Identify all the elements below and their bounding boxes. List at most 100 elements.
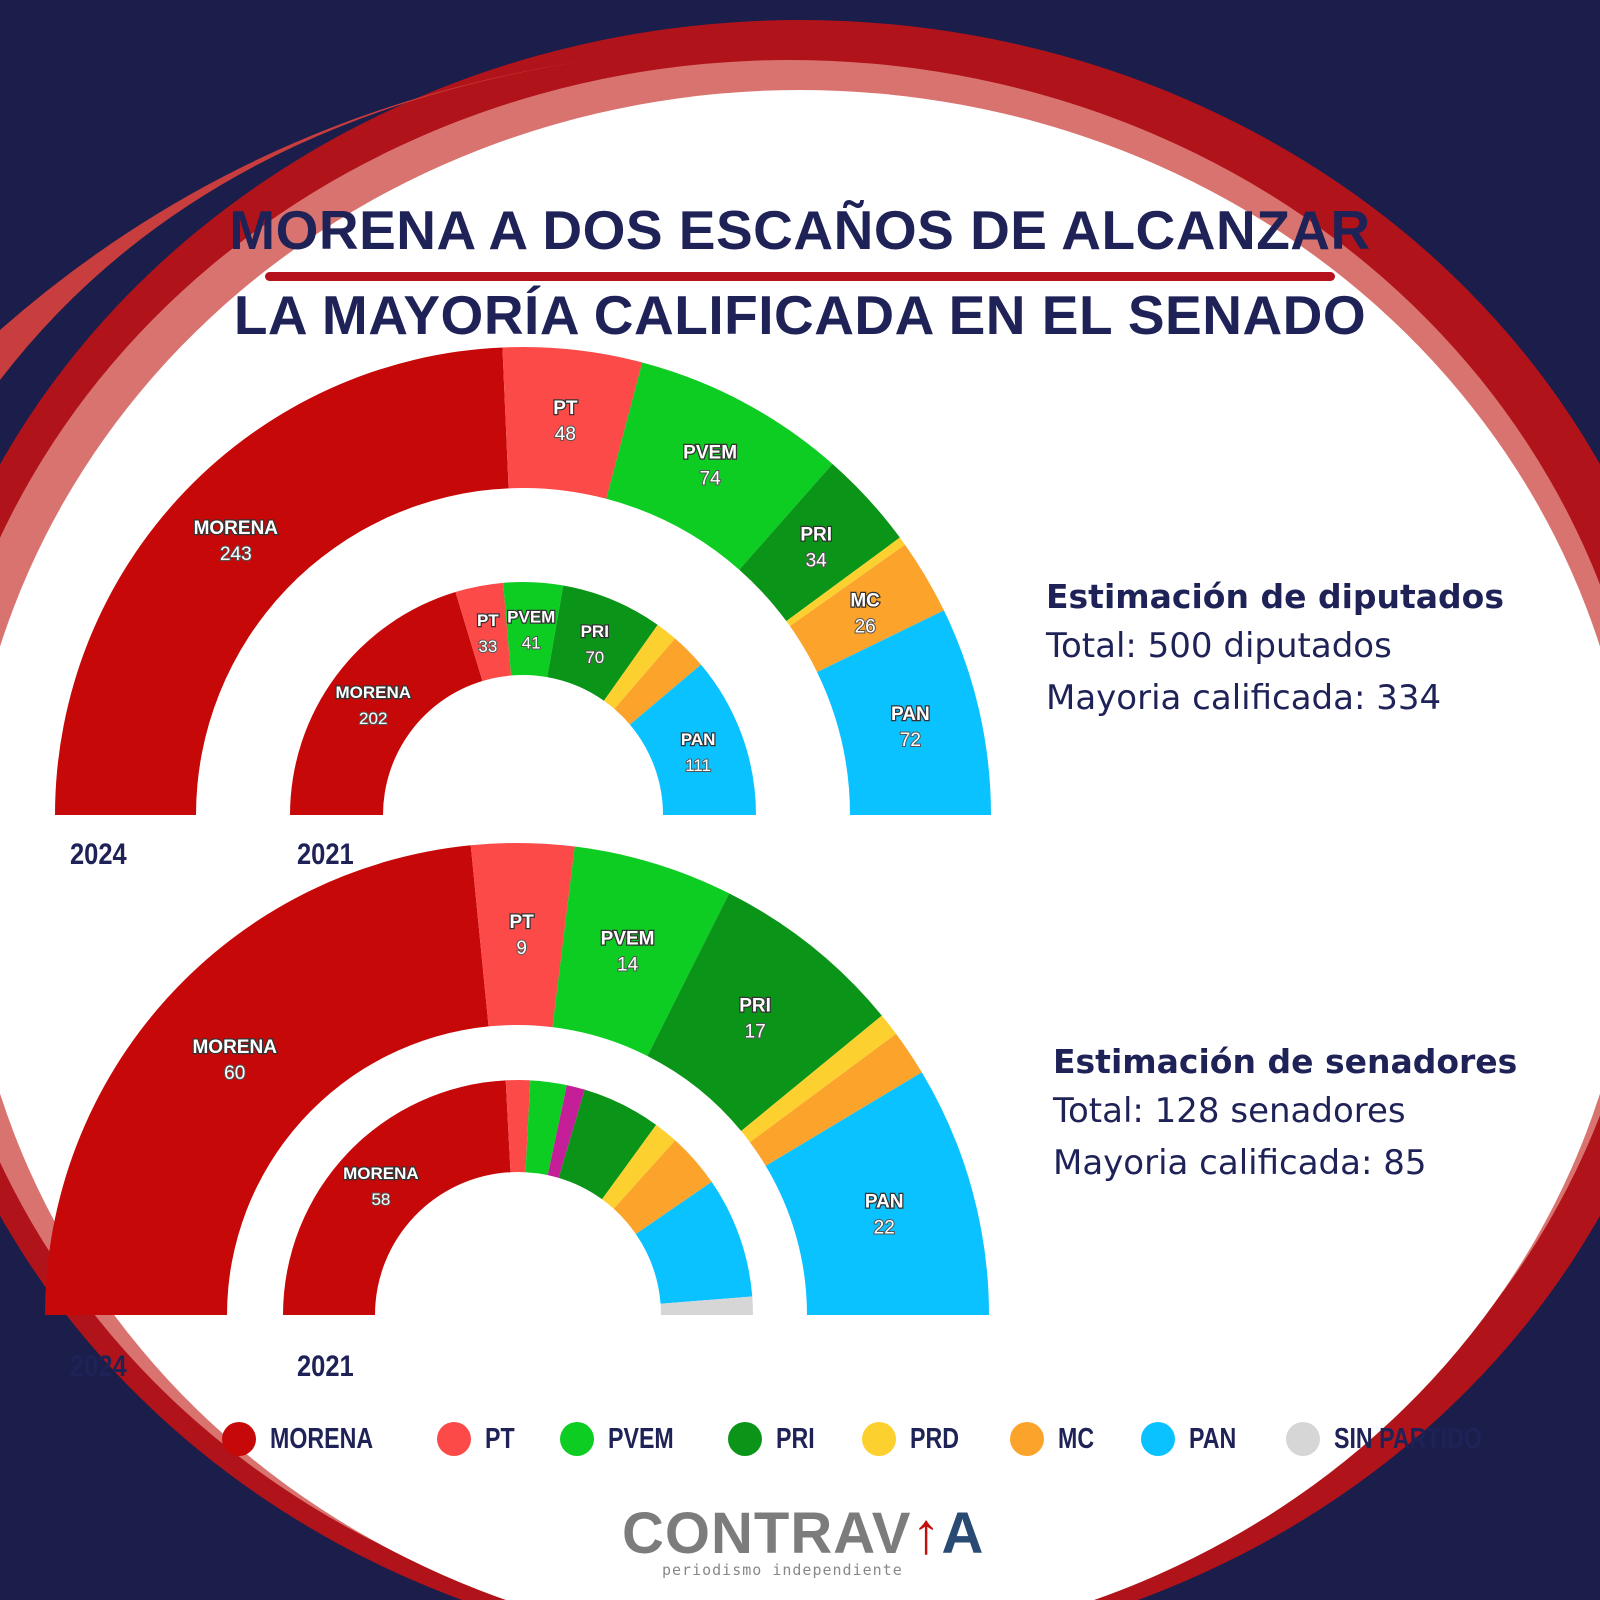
- segment-seat-value: 72: [900, 730, 921, 751]
- segment-pri: [739, 463, 900, 622]
- segment-party-label: PRI: [800, 525, 832, 546]
- diputados-info: Estimación de diputados Total: 500 diput…: [1046, 577, 1504, 730]
- senadores-total: Total: 128 senadores: [1053, 1091, 1406, 1131]
- diputados-total: Total: 500 diputados: [1046, 626, 1392, 666]
- segment-party-label: PRI: [581, 622, 609, 641]
- legend-label: MORENA: [270, 1422, 374, 1455]
- segment-party-label: MORENA: [343, 1164, 419, 1183]
- legend-label: PRD: [910, 1422, 960, 1455]
- legend-dot-pri: [728, 1422, 763, 1456]
- segment-prd: [602, 1124, 676, 1209]
- segment-party-label: MORENA: [335, 683, 411, 702]
- segment-party-label: PVEM: [683, 442, 737, 463]
- segment-pt: [470, 843, 575, 1028]
- logo-text-blue: A: [941, 1501, 985, 1566]
- title-line-1: MORENA A DOS ESCAÑOS DE ALCANZAR: [229, 199, 1371, 261]
- logo-tagline: periodismo independiente: [662, 1561, 903, 1579]
- segment-party-label: PT: [477, 611, 499, 630]
- segment-seat-value: 60: [224, 1063, 245, 1084]
- segment-party-label: PAN: [681, 730, 716, 749]
- segment-party-label: MORENA: [194, 518, 279, 539]
- senadores-heading: Estimación de senadores: [1053, 1042, 1518, 1081]
- contravia-logo: CONTRAV↑A periodismo independiente: [622, 1500, 984, 1579]
- year-label-senadores-2021: 2021: [297, 1350, 354, 1383]
- segment-pan: [817, 610, 991, 815]
- segment-seat-value: 243: [220, 544, 252, 565]
- segment-party-label: PT: [510, 912, 535, 933]
- segment-seat-value: 14: [617, 954, 639, 975]
- segment-seat-value: 41: [522, 634, 541, 653]
- year-label-diputados-2024: 2024: [70, 838, 127, 871]
- diputados-heading: Estimación de diputados: [1046, 577, 1504, 616]
- segment-pvem: [606, 362, 833, 570]
- segment-seat-value: 70: [585, 648, 604, 667]
- segment-party-label: MC: [850, 591, 880, 612]
- logo-arrow-icon: ↑: [911, 1501, 942, 1566]
- legend-item-pan: PAN: [1140, 1422, 1248, 1456]
- segment-seat-value: 33: [478, 637, 497, 656]
- legend-dot-morena: [222, 1422, 256, 1456]
- segment-pt: [505, 1079, 531, 1173]
- segment-mc: [614, 638, 701, 725]
- segment-seat-value: 17: [745, 1022, 766, 1043]
- legend-item-pvem: PVEM: [559, 1422, 690, 1456]
- segment-seat-value: 58: [371, 1190, 390, 1209]
- legend-label: PT: [484, 1422, 515, 1455]
- segment-pri: [547, 585, 658, 701]
- segment-mc: [749, 1033, 922, 1166]
- segment-mc: [789, 544, 944, 673]
- segment-party-label: PRI: [739, 996, 771, 1017]
- segment-prd: [786, 537, 906, 627]
- year-label-senadores-2024: 2024: [70, 1350, 127, 1383]
- logo-text-grey: CONTRAV: [622, 1501, 912, 1566]
- segment-morena: [45, 845, 489, 1315]
- legend-label: PVEM: [607, 1422, 674, 1455]
- legend-dot-pvem: [559, 1422, 594, 1456]
- segment-pvem: [525, 1080, 567, 1176]
- legend-item-sin-partido: SIN PARTIDO: [1285, 1422, 1519, 1456]
- senadores-mayoria: Mayoria calificada: 85: [1053, 1143, 1427, 1183]
- legend-label: MC: [1057, 1422, 1094, 1455]
- segment-pan: [629, 664, 756, 815]
- legend-item-morena: MORENA: [222, 1422, 399, 1456]
- senadores-info: Estimación de senadores Total: 128 senad…: [1053, 1042, 1517, 1195]
- segment-party-label: PVEM: [601, 928, 655, 949]
- segment-seat-value: 48: [555, 424, 576, 445]
- segment-seat-value: 74: [700, 468, 722, 489]
- segment-morena: [290, 591, 483, 815]
- segment-seat-value: 26: [855, 617, 876, 638]
- segment-prd: [741, 1015, 897, 1143]
- legend-label: PAN: [1188, 1422, 1237, 1455]
- segment-pvem: [552, 846, 730, 1056]
- segment-seat-value: 34: [806, 551, 828, 572]
- segment-pri: [558, 1089, 657, 1200]
- segment-sin-partido: [660, 1296, 753, 1315]
- legend-dot-sin-partido: [1285, 1422, 1320, 1456]
- year-label-diputados-2021: 2021: [297, 838, 354, 871]
- segment-prd: [603, 624, 676, 709]
- chart-senadores-2021: MORENA 58: [283, 1079, 753, 1315]
- segment-mc: [613, 1140, 712, 1235]
- diputados-mayoria: Mayoria calificada: 334: [1046, 678, 1442, 718]
- legend-dot-mc: [1009, 1422, 1044, 1456]
- legend-item-pt: PT: [436, 1422, 522, 1456]
- segment-morena: [283, 1080, 511, 1315]
- segment-seat-value: 22: [874, 1217, 895, 1238]
- title-underline: [265, 272, 1335, 281]
- segment-seat-value: 111: [685, 756, 711, 775]
- segment-seat-value: 9: [516, 938, 527, 959]
- legend-item-mc: MC: [1009, 1422, 1103, 1456]
- segment-party-label: PT: [553, 398, 578, 419]
- segment-party-label: MORENA: [192, 1037, 277, 1058]
- segment-party-label: PAN: [891, 704, 930, 725]
- segment-pes: [547, 1085, 585, 1178]
- legend-dot-pan: [1140, 1422, 1175, 1456]
- legend-dot-pt: [436, 1422, 471, 1456]
- title-line-2: LA MAYORÍA CALIFICADA EN EL SENADO: [233, 284, 1367, 346]
- segment-pt: [502, 347, 643, 499]
- segment-party-label: PVEM: [507, 608, 555, 627]
- segment-pan: [765, 1072, 989, 1315]
- segment-party-label: PAN: [865, 1191, 904, 1212]
- segment-pri: [647, 893, 882, 1132]
